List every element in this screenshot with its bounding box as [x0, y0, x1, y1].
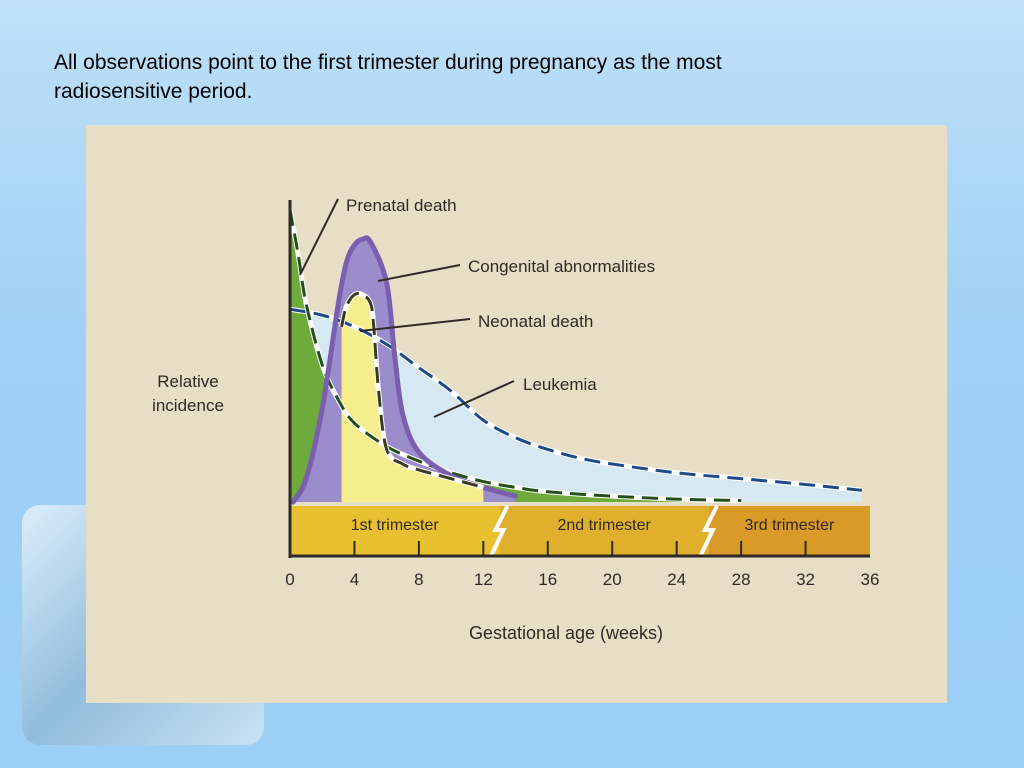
trimester-band-1st-trimester	[290, 506, 500, 555]
caption-line-2: radiosensitive period.	[54, 80, 253, 103]
x-tick-label-32: 32	[796, 570, 815, 589]
x-tick-label-8: 8	[414, 570, 423, 589]
prenatal-death-leader-line	[299, 198, 339, 276]
neonatal-death-line	[340, 291, 484, 489]
leukemia-area	[290, 309, 862, 502]
y-axis-label-line-2: incidence	[152, 396, 224, 415]
leukemia-label: Leukemia	[523, 375, 597, 394]
congenital-abnormalities-label: Congenital abnormalities	[468, 257, 655, 276]
congenital-abnormalities-outline	[290, 235, 519, 505]
neonatal-death-label: Neonatal death	[478, 312, 593, 331]
trimester-label-3rd-trimester: 3rd trimester	[745, 517, 835, 534]
leukemia-line	[289, 307, 863, 492]
y-axis-label-line-1: Relative	[157, 372, 218, 391]
slide-caption: All observations point to the first trim…	[54, 48, 954, 106]
x-tick-label-36: 36	[861, 570, 880, 589]
neonatal-death-area	[341, 293, 484, 502]
chart-panel: 1st trimester 2nd trimester 3rd trimester …	[86, 125, 947, 703]
caption-line-1: All observations point to the first trim…	[54, 51, 722, 74]
prenatal-death-line	[288, 209, 742, 503]
trimester-label-1st-trimester: 1st trimester	[351, 517, 440, 534]
trimester-band-3rd-trimester	[708, 506, 870, 555]
neonatal-death-leader-line	[359, 318, 471, 332]
x-tick-label-24: 24	[667, 570, 686, 589]
x-tick-label-28: 28	[732, 570, 751, 589]
x-tick-label-16: 16	[538, 570, 557, 589]
x-tick-label-4: 4	[350, 570, 359, 589]
trimester-band-2nd-trimester	[499, 506, 709, 555]
leukemia-leader-line	[433, 380, 515, 418]
prenatal-death-label: Prenatal death	[346, 196, 457, 215]
x-tick-label-20: 20	[603, 570, 622, 589]
trimester-break-marker	[489, 505, 510, 556]
x-axis-label: Gestational age (weeks)	[469, 623, 663, 643]
congenital-abnormalities-leader-line	[377, 264, 461, 282]
trimester-label-2nd-trimester: 2nd trimester	[557, 517, 651, 534]
incidence-chart: 1st trimester 2nd trimester 3rd trimester …	[152, 196, 880, 643]
x-tick-label-12: 12	[474, 570, 493, 589]
x-tick-label-0: 0	[285, 570, 294, 589]
trimester-break-marker	[699, 505, 719, 556]
